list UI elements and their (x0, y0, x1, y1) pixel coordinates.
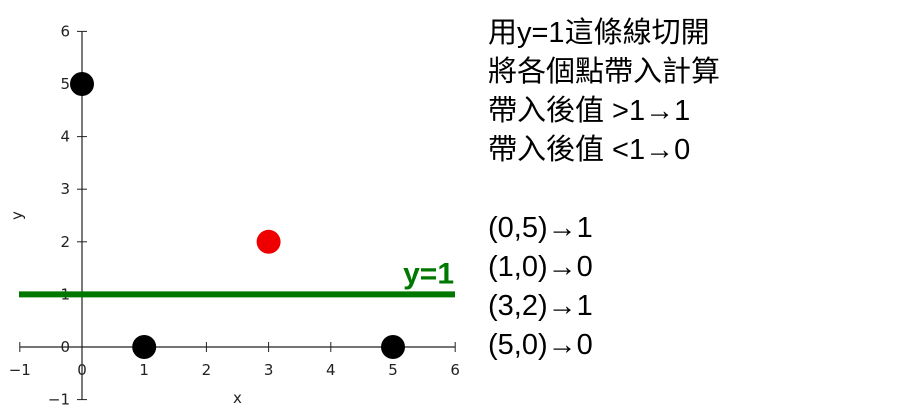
data-points (70, 72, 405, 359)
x-tick-label: 2 (202, 361, 212, 379)
x-tick-label: 1 (139, 361, 149, 379)
explanation-line-3: 帶入後值 >1→1 (488, 95, 691, 127)
chart-labels: x y y=1 (8, 211, 454, 407)
explanation-panel: 用y=1這條線切開 將各個點帶入計算 帶入後值 >1→1 帶入後值 <1→0 (… (488, 14, 908, 365)
explanation-line-4: 帶入後值 <1→0 (488, 134, 691, 166)
data-point (381, 335, 405, 359)
x-tick-label: 4 (326, 361, 336, 379)
x-axis-label: x (233, 389, 242, 407)
explanation-line-2: 將各個點帶入計算 (488, 56, 721, 88)
x-tick-label: −1 (9, 361, 31, 379)
x-tick-label: 3 (264, 361, 274, 379)
result-line-3: (3,2)→1 (488, 290, 593, 322)
y-tick-label: 3 (60, 180, 70, 198)
y-tick-label: 0 (60, 338, 70, 356)
y-tick-label: −1 (48, 391, 70, 409)
data-point (132, 335, 157, 359)
y-tick-label: 4 (60, 128, 70, 146)
x-tick-label: 0 (77, 361, 87, 379)
y-tick-label: 6 (60, 22, 70, 40)
x-tick-label: 5 (388, 361, 398, 379)
x-tick-label: 6 (450, 361, 460, 379)
data-point (256, 229, 281, 254)
explanation-line-1: 用y=1這條線切開 (488, 17, 710, 49)
spacer (488, 170, 908, 209)
threshold-line-label: y=1 (403, 257, 454, 290)
result-line-4: (5,0)→0 (488, 329, 593, 361)
y-tick-label: 2 (60, 233, 70, 251)
y-tick-label: 5 (60, 75, 70, 93)
result-line-2: (1,0)→0 (488, 251, 593, 283)
data-point (70, 72, 94, 96)
y-axis-label: y (8, 211, 26, 220)
result-line-1: (0,5)→1 (488, 212, 593, 244)
